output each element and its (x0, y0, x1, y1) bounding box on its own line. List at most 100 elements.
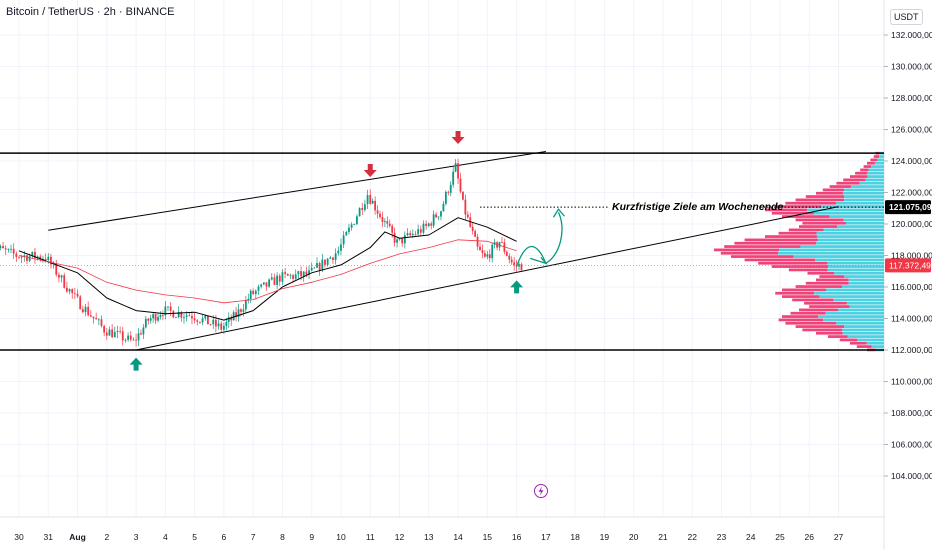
vp-bar-down (802, 221, 846, 225)
candle-body (169, 306, 172, 311)
vp-bar-down (819, 275, 845, 278)
vp-bar-down (785, 201, 837, 205)
candle-body (95, 318, 98, 320)
vp-bar-down (734, 241, 817, 245)
candle-body (212, 319, 215, 325)
candle-body (321, 259, 324, 271)
time-tick-label: 9 (309, 532, 314, 542)
time-tick-label: 4 (163, 532, 168, 542)
candle-body (68, 289, 71, 292)
candle-body (498, 242, 501, 248)
vp-bar-up (827, 268, 884, 272)
candle-body (345, 231, 348, 236)
candle-body (73, 293, 76, 295)
candle-body (34, 251, 36, 259)
vp-bar-up (816, 235, 884, 238)
vp-bar-down (867, 161, 875, 165)
candle-body (39, 256, 42, 260)
candle-body (518, 264, 520, 267)
vp-bar-down (799, 225, 838, 228)
price-axis[interactable]: 132.000,00 130.000,00 128.000,00 126.000,00… (883, 0, 932, 550)
vp-bar-down (744, 258, 816, 262)
vp-bar-down (795, 218, 844, 222)
candle-body (50, 256, 52, 265)
time-axis[interactable]: 30 31 Aug 2 3 4 5 6 7 8 9 10 11 12 13 14 15 16 17 18 19 20 21 2… (0, 516, 884, 542)
vp-bar-up (833, 298, 884, 302)
vp-bar-down (782, 288, 827, 292)
candle-body (124, 339, 127, 341)
candle-body (26, 255, 28, 261)
candle-body (97, 319, 100, 321)
vp-bar-down (792, 298, 834, 302)
vp-bar-up (845, 221, 884, 225)
vp-bar-down (856, 345, 872, 348)
vp-bar-up (842, 191, 884, 195)
candle-body (157, 317, 159, 321)
channel-upper-trendline[interactable] (48, 151, 546, 231)
candle-body (0, 245, 2, 249)
time-tick-label: 16 (512, 532, 522, 542)
candle-body (177, 312, 180, 318)
candle-body (286, 273, 289, 276)
vp-bar-down (714, 248, 780, 252)
vp-bar-up (877, 158, 884, 162)
last-price-label: 117.372,49 (885, 258, 931, 273)
time-tick-label: 2 (104, 532, 109, 542)
vp-bar-up (844, 195, 884, 198)
vp-bar-down (839, 338, 858, 342)
candle-body (230, 317, 233, 321)
target-price-text: 121.075,09 (889, 202, 932, 212)
candle-body (204, 315, 207, 319)
candle-body (188, 315, 191, 317)
channel-lower-trendline[interactable] (135, 206, 839, 351)
price-axis-unit[interactable]: USDT (890, 9, 923, 25)
candle-body (23, 255, 26, 257)
candle-body (356, 216, 358, 225)
candle-body (84, 306, 87, 313)
candle-body (215, 319, 217, 327)
vp-bar-up (871, 345, 884, 348)
candle-body (447, 191, 450, 193)
candle-body (488, 254, 491, 259)
vp-bar-up (849, 305, 884, 308)
candle-body (440, 211, 442, 217)
candle-body (273, 277, 276, 285)
candle-body (471, 226, 474, 232)
candle-body (244, 300, 247, 310)
lightning-icon[interactable] (534, 484, 548, 498)
price-tick-label: 126.000,00 (891, 125, 932, 135)
candle-body (132, 339, 135, 341)
candle-body (379, 213, 381, 218)
candle-body (225, 321, 228, 326)
candle-body (217, 323, 220, 327)
candle-body (430, 223, 433, 226)
vp-bar-down (799, 308, 839, 312)
channel[interactable] (0, 151, 884, 351)
candle-body (474, 231, 477, 237)
vp-bar-down (860, 168, 869, 172)
candle-body (270, 277, 273, 280)
candle-body (276, 275, 279, 285)
candle-body (15, 253, 18, 257)
candle-body (483, 253, 486, 257)
vp-bar-up (848, 281, 884, 285)
candle-body (209, 324, 212, 326)
candle-body (417, 229, 420, 235)
vp-bar-down (765, 235, 817, 238)
candle-body (486, 254, 489, 257)
annotation-bg (609, 199, 759, 214)
candle-body (318, 263, 321, 271)
vp-bar-up (836, 321, 884, 325)
projection-curve[interactable] (515, 211, 563, 267)
candle-body (305, 271, 308, 275)
candle-body (127, 335, 129, 340)
vp-bar-down (809, 305, 850, 308)
candle-body (103, 325, 106, 333)
candle-body (147, 318, 150, 321)
vp-bar-down (850, 175, 868, 178)
candle-body (454, 163, 457, 172)
candle-body (149, 318, 152, 321)
candle-body (235, 312, 237, 318)
